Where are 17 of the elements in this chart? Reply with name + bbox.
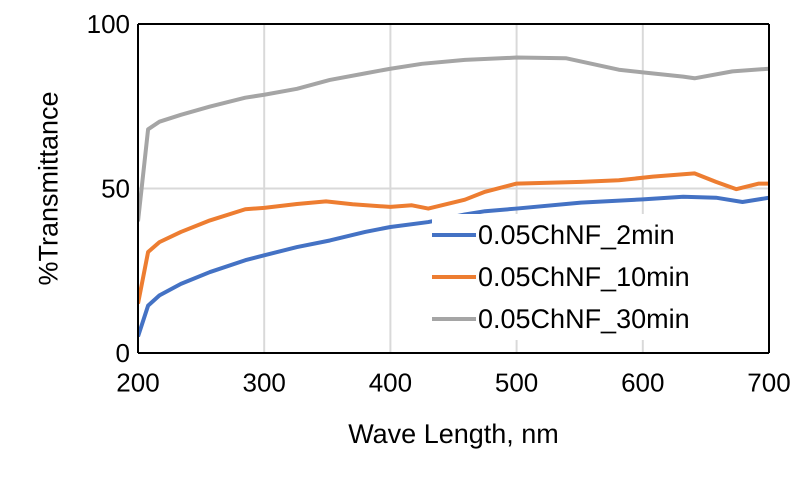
line-series (138, 171, 769, 306)
x-tick-label: 500 (494, 367, 538, 398)
y-tick-label: 50 (101, 174, 130, 204)
x-tick-label: 600 (621, 367, 664, 398)
y-tick-label: 100 (86, 9, 130, 40)
x-axis-title: Wave Length, nm (348, 419, 559, 449)
x-tick-label: 400 (368, 367, 412, 398)
x-tick-label: 200 (116, 367, 160, 398)
legend-label: 0.05ChNF_2min (478, 220, 675, 250)
y-tick-label: 0 (116, 338, 130, 368)
x-tick-label: 300 (242, 367, 286, 398)
legend-label: 0.05ChNF_30min (478, 304, 690, 334)
legend-label: 0.05ChNF_10min (478, 262, 690, 292)
y-axis-title: %Transmittance (34, 91, 64, 286)
line-series (138, 194, 769, 339)
x-tick-label: 700 (747, 367, 791, 398)
line-series (138, 56, 769, 224)
